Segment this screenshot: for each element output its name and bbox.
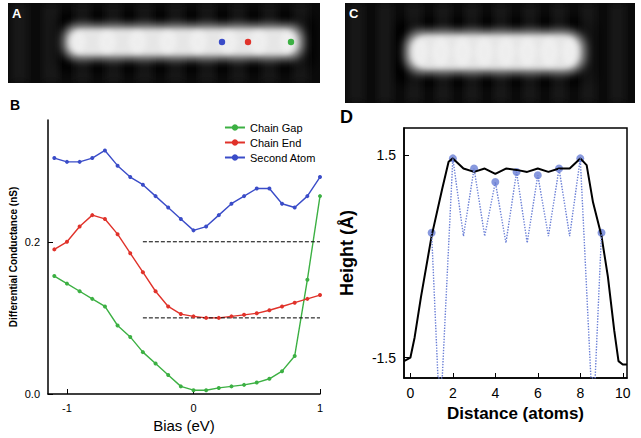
svg-text:Chain Gap: Chain Gap <box>250 122 303 134</box>
svg-text:Height (Å): Height (Å) <box>337 210 357 296</box>
svg-text:8: 8 <box>576 385 584 401</box>
svg-text:1: 1 <box>317 402 323 414</box>
svg-text:0.0: 0.0 <box>25 388 40 400</box>
svg-text:2: 2 <box>449 385 457 401</box>
svg-text:B: B <box>10 97 20 113</box>
svg-text:0: 0 <box>190 402 196 414</box>
svg-text:D: D <box>340 107 353 127</box>
svg-text:Distance (atoms): Distance (atoms) <box>447 404 584 423</box>
svg-text:-1.5: -1.5 <box>372 350 396 366</box>
svg-text:Differential Conductance (nS): Differential Conductance (nS) <box>8 187 19 328</box>
svg-text:A: A <box>12 6 22 21</box>
svg-text:4: 4 <box>491 385 499 401</box>
svg-text:1.5: 1.5 <box>377 147 397 163</box>
svg-text:10: 10 <box>615 385 631 401</box>
svg-text:C: C <box>349 6 359 21</box>
svg-text:0.2: 0.2 <box>25 236 40 248</box>
svg-text:Chain End: Chain End <box>250 137 301 149</box>
svg-text:6: 6 <box>534 385 542 401</box>
svg-text:Bias (eV): Bias (eV) <box>153 417 215 434</box>
svg-text:Second Atom: Second Atom <box>250 152 315 164</box>
svg-text:-1: -1 <box>62 402 72 414</box>
svg-text:0: 0 <box>406 385 414 401</box>
